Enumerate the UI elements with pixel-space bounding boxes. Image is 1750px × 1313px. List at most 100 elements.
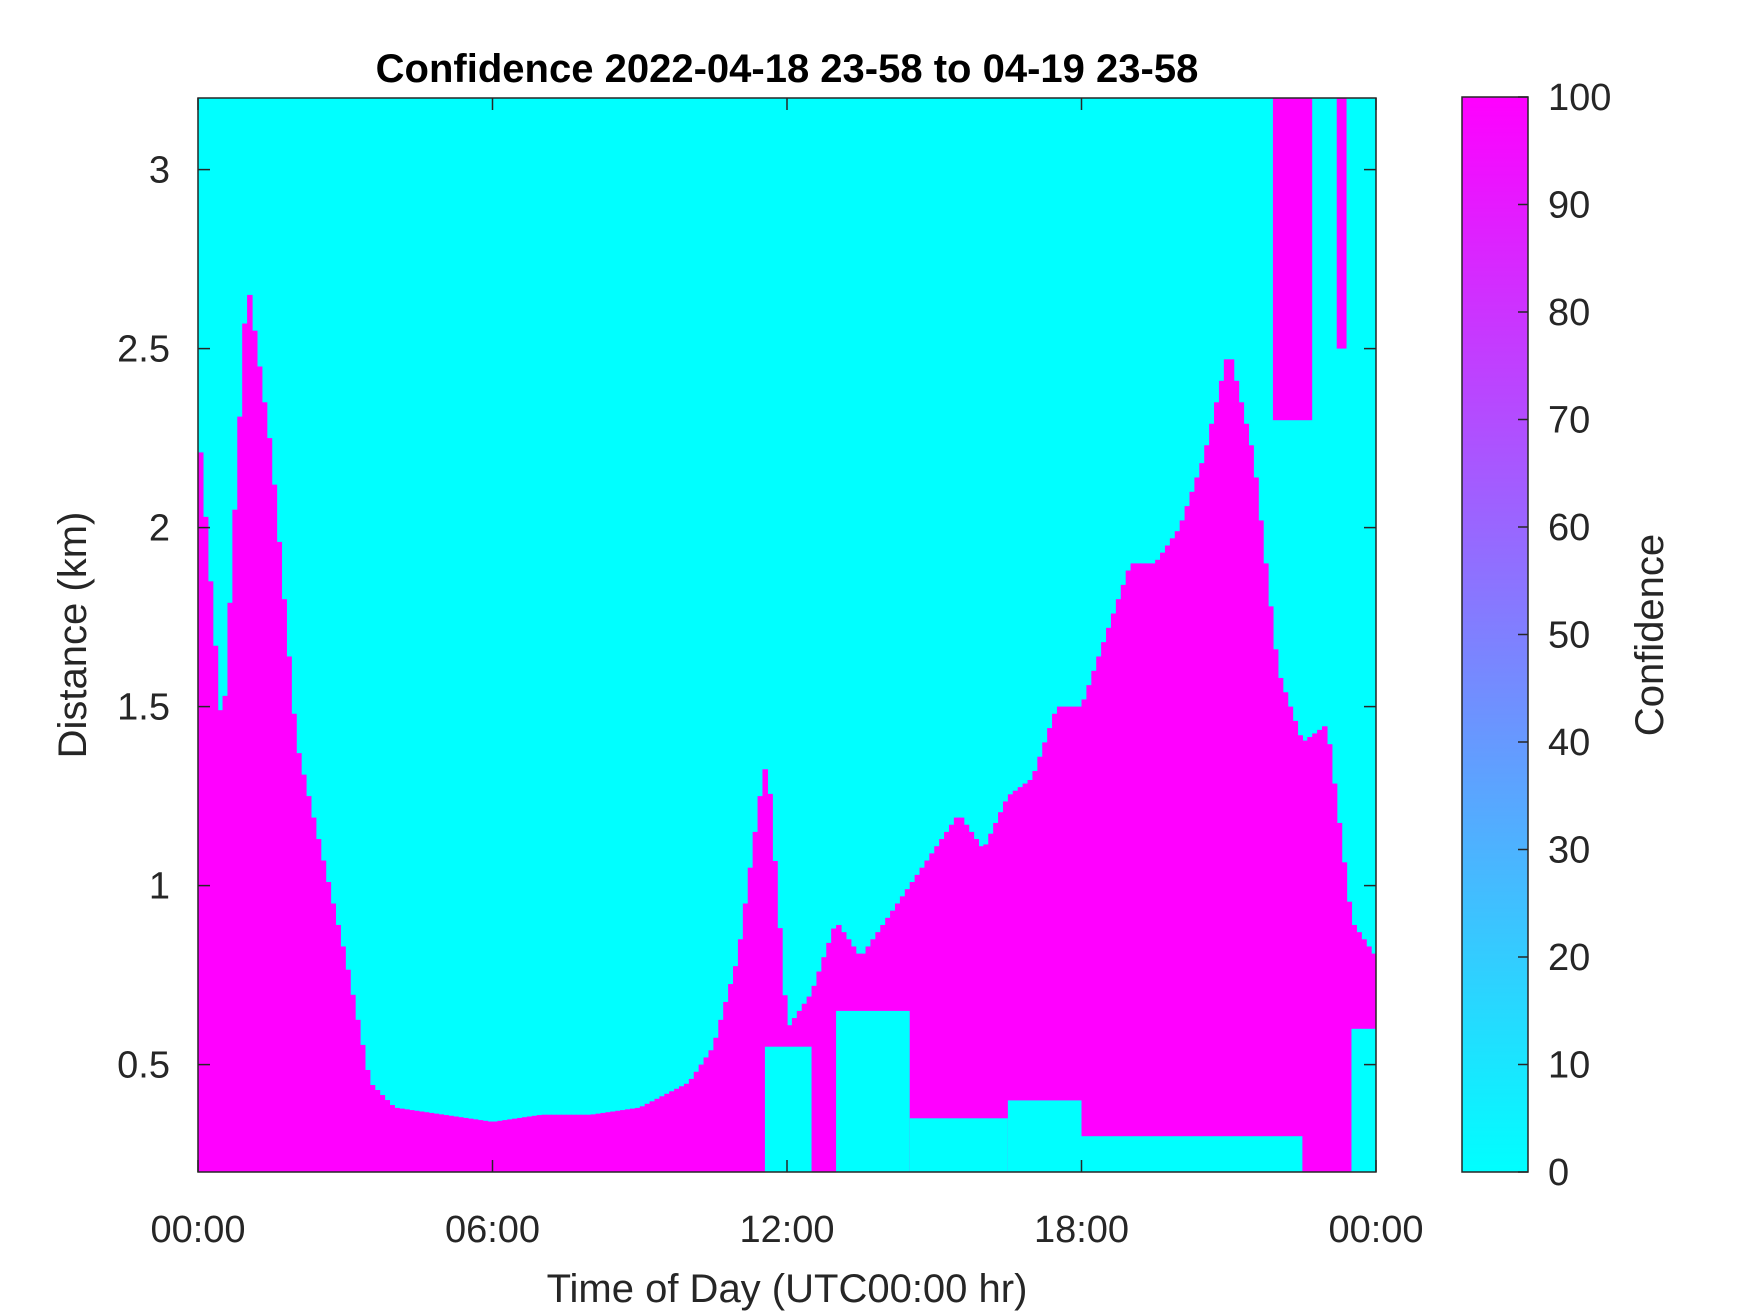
high-confidence-column xyxy=(1012,790,1019,1172)
high-confidence-column xyxy=(256,366,263,1172)
high-confidence-column xyxy=(217,710,224,1172)
high-confidence-column xyxy=(703,1057,710,1172)
high-confidence-column xyxy=(939,839,945,1172)
high-confidence-column xyxy=(821,957,827,1172)
y-tick-label: 2.5 xyxy=(117,329,170,371)
high-confidence-column xyxy=(198,452,204,1172)
high-confidence-column xyxy=(973,839,980,1172)
high-confidence-column xyxy=(747,867,754,1172)
high-confidence-column xyxy=(1174,531,1181,1172)
high-confidence-column xyxy=(296,753,302,1172)
high-confidence-column xyxy=(566,1114,572,1172)
high-confidence-column xyxy=(477,1120,484,1172)
low-confidence-region xyxy=(909,1118,1008,1172)
high-confidence-column xyxy=(649,1101,656,1172)
high-confidence-column xyxy=(1228,359,1235,1172)
high-confidence-column xyxy=(394,1107,400,1172)
high-confidence-column xyxy=(708,1050,714,1172)
high-confidence-column xyxy=(355,1019,361,1172)
high-confidence-column xyxy=(207,581,214,1172)
low-confidence-region xyxy=(764,1046,812,1172)
high-confidence-column xyxy=(723,1001,729,1172)
high-confidence-column xyxy=(1282,692,1289,1172)
y-tick-label: 3 xyxy=(149,150,170,192)
high-confidence-column xyxy=(497,1120,503,1172)
high-confidence-column xyxy=(487,1121,494,1172)
high-confidence-column xyxy=(1263,563,1269,1172)
high-confidence-column xyxy=(423,1112,430,1172)
colorbar-tick-label: 50 xyxy=(1548,615,1590,657)
high-confidence-column xyxy=(384,1100,391,1172)
high-confidence-column xyxy=(546,1114,552,1172)
high-confidence-column xyxy=(742,903,749,1172)
high-confidence-column xyxy=(448,1115,454,1172)
high-confidence-column xyxy=(1292,720,1299,1172)
high-confidence-column xyxy=(433,1113,440,1172)
high-confidence-column xyxy=(674,1088,680,1172)
heatmap-plot-area xyxy=(197,97,1377,1173)
high-confidence-column xyxy=(1002,801,1009,1172)
high-confidence-column xyxy=(526,1116,533,1172)
high-confidence-column xyxy=(1120,584,1127,1172)
high-confidence-column xyxy=(335,924,341,1172)
high-confidence-column xyxy=(1164,545,1171,1172)
high-confidence-column xyxy=(929,853,935,1172)
low-confidence-region xyxy=(1007,1100,1082,1172)
high-confidence-column xyxy=(1081,699,1088,1172)
colorbar-gradient xyxy=(1461,96,1529,1173)
high-confidence-column xyxy=(482,1120,489,1172)
high-confidence-column xyxy=(757,796,764,1172)
high-confidence-column xyxy=(399,1108,405,1172)
high-confidence-column xyxy=(772,860,778,1172)
high-confidence-column xyxy=(305,796,312,1172)
x-tick-label: 12:00 xyxy=(739,1209,834,1251)
high-confidence-column xyxy=(237,416,243,1172)
x-tick-label: 18:00 xyxy=(1034,1209,1129,1251)
colorbar-tick-label: 70 xyxy=(1548,400,1590,442)
high-confidence-column xyxy=(330,903,337,1172)
y-tick-label: 2 xyxy=(149,508,170,550)
high-confidence-column xyxy=(458,1117,464,1172)
high-confidence-column xyxy=(659,1096,665,1172)
high-confidence-column xyxy=(639,1106,646,1172)
high-confidence-column xyxy=(924,860,930,1172)
high-confidence-column xyxy=(988,833,994,1172)
y-tick-label: 1.5 xyxy=(117,687,170,729)
high-confidence-column xyxy=(1199,463,1205,1172)
high-confidence-column xyxy=(963,824,970,1172)
high-confidence-column xyxy=(266,438,273,1172)
high-confidence-column xyxy=(438,1114,445,1172)
high-confidence-column xyxy=(1047,728,1053,1172)
x-tick-label: 00:00 xyxy=(1328,1209,1423,1251)
high-confidence-column xyxy=(1140,563,1146,1172)
colorbar-tick-label: 40 xyxy=(1548,722,1590,764)
high-confidence-column xyxy=(202,516,209,1172)
high-confidence-column xyxy=(286,656,292,1172)
high-confidence-column xyxy=(1160,552,1166,1172)
high-confidence-column xyxy=(688,1078,695,1172)
high-confidence-column xyxy=(251,330,258,1172)
high-confidence-column xyxy=(320,860,327,1172)
high-confidence-column xyxy=(816,971,822,1172)
high-confidence-column xyxy=(737,939,744,1172)
high-confidence-column xyxy=(1135,563,1141,1172)
high-confidence-column xyxy=(1169,538,1176,1172)
colorbar-tick-label: 0 xyxy=(1548,1152,1569,1194)
x-axis-label: Time of Day (UTC00:00 hr) xyxy=(547,1267,1028,1311)
colorbar-tick-label: 90 xyxy=(1548,185,1590,227)
high-confidence-column xyxy=(968,831,975,1172)
high-confidence-column xyxy=(1268,606,1274,1172)
colorbar-label: Confidence xyxy=(1628,534,1672,736)
x-tick-label: 06:00 xyxy=(445,1209,540,1251)
high-confidence-column xyxy=(1032,771,1038,1172)
high-confidence-column xyxy=(325,882,332,1172)
high-confidence-column xyxy=(443,1115,449,1172)
high-confidence-column xyxy=(1218,380,1225,1172)
high-confidence-column xyxy=(1189,491,1195,1172)
high-confidence-column xyxy=(1336,822,1343,1172)
high-confidence-column xyxy=(409,1110,415,1172)
high-confidence-column xyxy=(644,1103,651,1172)
high-confidence-column xyxy=(1214,402,1220,1172)
high-confidence-column xyxy=(404,1109,410,1172)
high-confidence-column xyxy=(345,969,351,1172)
